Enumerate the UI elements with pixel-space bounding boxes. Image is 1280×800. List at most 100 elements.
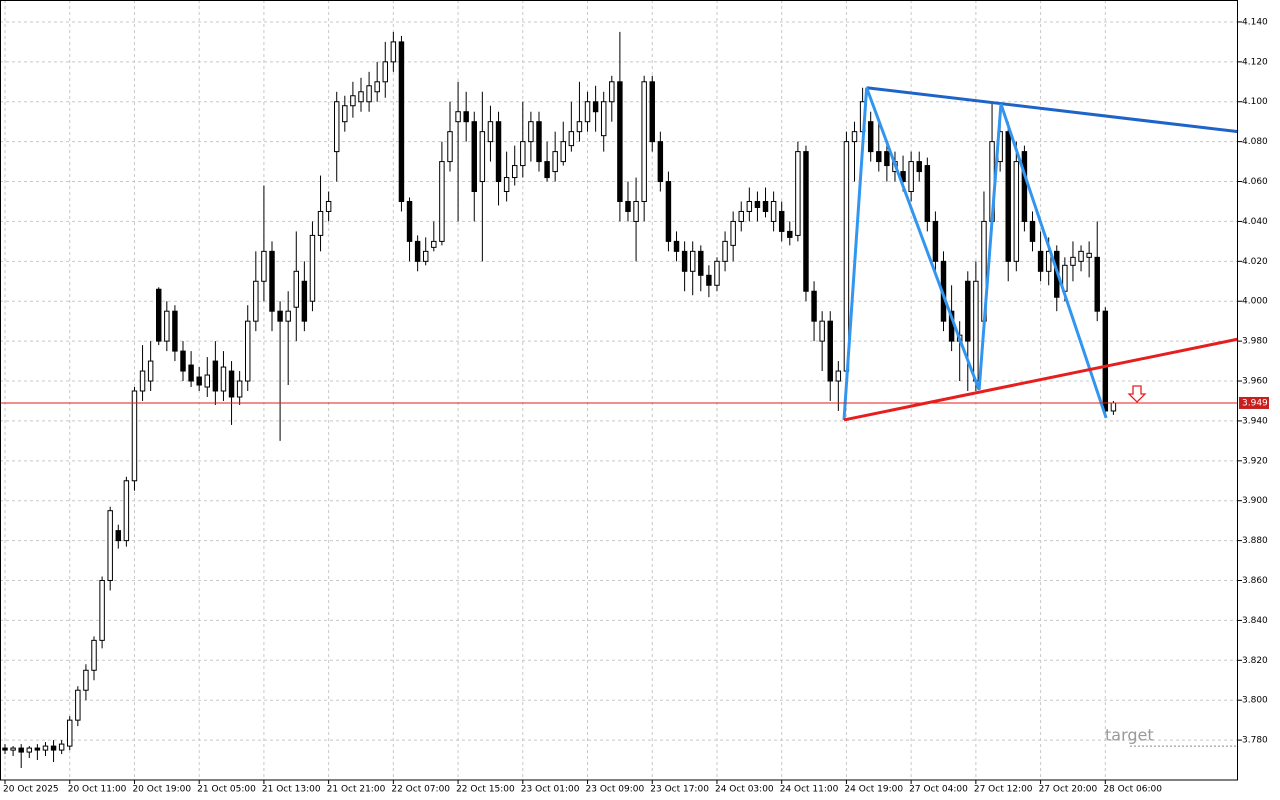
y-tick-label: 3.980: [1242, 337, 1268, 347]
candle-body: [714, 260, 720, 286]
candle-body: [600, 101, 607, 137]
y-tick-label: 3.780: [1242, 736, 1268, 746]
candle-body: [965, 280, 971, 342]
candle-body: [245, 320, 251, 382]
candle-body: [374, 81, 380, 93]
candle-body: [115, 530, 122, 542]
y-tick-label: 4.100: [1242, 97, 1268, 107]
candle-body: [42, 745, 49, 751]
candle-body: [317, 210, 324, 236]
x-tick-label: 21 Oct 13:00: [262, 785, 321, 795]
x-tick-label: 20 Oct 11:00: [68, 785, 127, 795]
trendline: [842, 87, 1108, 421]
x-tick-label: 23 Oct 17:00: [650, 785, 709, 795]
candle-body: [293, 270, 299, 308]
y-tick-label: 4.040: [1242, 217, 1268, 227]
candle-body: [803, 151, 809, 292]
x-tick-label: 28 Oct 06:00: [1103, 785, 1162, 795]
plot: target: [0, 31, 1239, 769]
y-tick-label: 3.880: [1242, 536, 1268, 546]
y-tick-label: 4.060: [1242, 177, 1268, 187]
candle-body: [212, 360, 219, 392]
candle-body: [422, 250, 429, 262]
candle-body: [382, 61, 388, 83]
candle-body: [689, 250, 696, 272]
candle-body: [568, 131, 575, 147]
candle-body: [253, 280, 259, 322]
x-tick-label: 21 Oct 05:00: [197, 785, 256, 795]
candle-body: [738, 210, 744, 222]
candle-body: [657, 141, 664, 183]
candle-body: [698, 250, 704, 276]
candle-body: [511, 165, 518, 179]
x-tick-label: 27 Oct 12:00: [974, 785, 1033, 795]
x-tick-label: 24 Oct 19:00: [844, 785, 903, 795]
candle-body: [447, 131, 453, 163]
candle-body: [1013, 161, 1020, 262]
candle-body: [139, 370, 146, 392]
plot-frame: [0, 0, 1238, 781]
candle-body: [463, 111, 469, 123]
candle-body: [2, 747, 8, 751]
candle-body: [576, 121, 583, 133]
candle-body: [26, 747, 33, 753]
candle-body: [1094, 256, 1100, 312]
candle-body: [495, 121, 502, 183]
candle-body: [471, 121, 477, 193]
y-tick-label: 3.900: [1242, 496, 1268, 506]
candle-body: [867, 121, 874, 153]
candle-body: [973, 280, 979, 382]
candle-body: [487, 121, 494, 143]
y-tick-label: 4.120: [1242, 57, 1268, 67]
candle-body: [325, 200, 332, 212]
y-tick-label: 4.140: [1242, 17, 1268, 27]
y-tick-label: 3.860: [1242, 576, 1268, 586]
candle-body: [390, 41, 397, 63]
candle-body: [107, 510, 113, 582]
trendline: [843, 337, 1239, 422]
candle-body: [544, 161, 550, 179]
y-tick-label: 4.020: [1242, 257, 1268, 267]
candle-body: [706, 274, 712, 286]
target-label: target: [1105, 726, 1154, 745]
candle-body: [228, 370, 235, 398]
candle-body: [884, 151, 890, 167]
candle-body: [536, 121, 542, 163]
candle-body: [730, 220, 736, 246]
candle-body: [1045, 250, 1052, 272]
candle-body: [932, 220, 939, 262]
trendline: [866, 86, 1239, 134]
x-tick-label: 22 Oct 07:00: [391, 785, 450, 795]
candle-body: [641, 81, 647, 202]
candle-body: [236, 380, 243, 398]
candle-body: [1102, 310, 1109, 412]
x-tick-label: 20 Oct 2025: [3, 785, 59, 795]
candle-body: [592, 101, 599, 113]
candle-body: [754, 200, 761, 208]
candle-body: [609, 81, 615, 103]
candle-body: [455, 111, 461, 123]
candle-body: [673, 240, 680, 252]
y-tick-label: 4.000: [1242, 297, 1268, 307]
candle-body: [398, 41, 405, 202]
x-tick-label: 27 Oct 04:00: [909, 785, 968, 795]
candle-body: [439, 161, 445, 242]
candle-body: [350, 95, 356, 107]
candle-body: [196, 376, 202, 386]
candle-body: [147, 360, 154, 382]
candle-body: [1029, 220, 1036, 242]
candle-body: [770, 200, 777, 222]
candle-body: [625, 200, 631, 212]
candle-body: [99, 580, 105, 641]
candle-body: [819, 320, 825, 342]
x-tick-label: 27 Oct 20:00: [1039, 785, 1098, 795]
candle-body: [358, 91, 364, 103]
x-tick-label: 22 Oct 15:00: [456, 785, 515, 795]
axes: 3.780 3.800 3.820 3.840 3.860 3.880 3.900 3.920…: [3, 17, 1269, 795]
x-tick-label: 20 Oct 19:00: [132, 785, 191, 795]
candle-body: [851, 131, 858, 143]
candle-body: [269, 250, 275, 312]
candle-body: [843, 141, 850, 372]
candle-body: [414, 240, 421, 262]
